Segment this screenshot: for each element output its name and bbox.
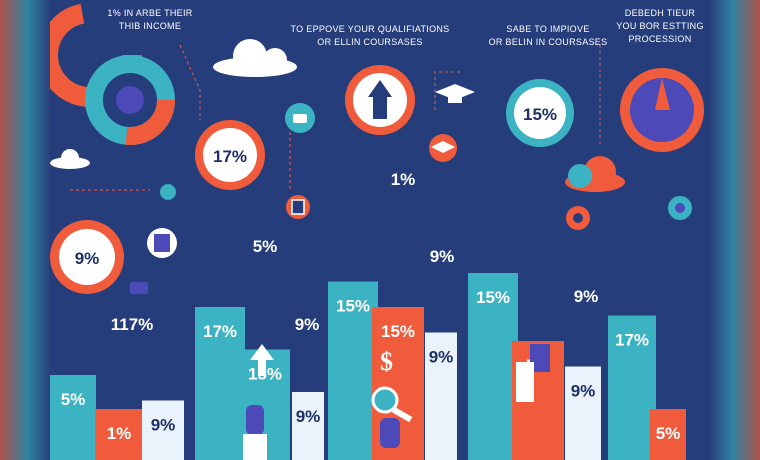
floating-label-3: 9% xyxy=(295,315,320,334)
bar-2 xyxy=(95,409,143,460)
floating-label-5: 9% xyxy=(430,247,455,266)
percent-circle-15 xyxy=(506,79,574,147)
dollar-sign-icon: $ xyxy=(380,347,393,376)
chef-hat-icon xyxy=(285,103,315,133)
coin-icon xyxy=(668,196,692,220)
heading-4-line-3: PROCESSION xyxy=(628,34,691,44)
clipboard-icon xyxy=(147,228,177,258)
bar-label-7: 15% xyxy=(336,297,370,316)
cloud-icon xyxy=(565,156,625,192)
circle-label-1: 17% xyxy=(213,147,247,166)
up-arrow-icon xyxy=(250,344,274,376)
circle-label-3: 15% xyxy=(523,105,557,124)
magnifier-icon xyxy=(371,386,413,423)
donut-chart-icon xyxy=(50,3,175,145)
floating-labels: 117% 5% 9% 1% 9% 9% xyxy=(111,170,599,334)
circle-labels: 17% 9% 15% xyxy=(75,105,557,268)
graduation-cap-icon xyxy=(429,134,457,162)
percent-circle-17 xyxy=(195,120,265,190)
heading-4-line-1: DEBEDH TIEUR xyxy=(625,8,696,18)
floating-label-2: 5% xyxy=(253,237,278,256)
bar-7 xyxy=(328,281,378,460)
hand-icon xyxy=(243,405,267,460)
bar-chart: 1% IN ARBE THEIR THIB INCOME TO EPPOVE YOU… xyxy=(50,3,704,460)
percent-circle-9 xyxy=(50,220,124,294)
floating-label-4: 1% xyxy=(391,170,416,189)
heading-3-line-1: SABE TO IMPIOVE xyxy=(506,24,589,34)
bar-6 xyxy=(292,392,324,460)
briefcase-icon xyxy=(130,282,148,294)
pie-clock-icon xyxy=(620,68,704,152)
cloud-small-icon xyxy=(160,184,176,200)
hand-icon xyxy=(380,418,400,448)
headings-group: 1% IN ARBE THEIR THIB INCOME TO EPPOVE YOU… xyxy=(107,8,703,47)
bar-label-8: 15% xyxy=(381,322,415,341)
left-blur-edge xyxy=(0,0,50,460)
bar-label-13: 17% xyxy=(615,331,649,350)
chart-panel: 1% IN ARBE THEIR THIB INCOME TO EPPOVE YOU… xyxy=(50,0,710,460)
target-icon xyxy=(566,206,590,230)
bar-label-2: 1% xyxy=(107,424,132,443)
circle-label-2: 9% xyxy=(75,249,100,268)
bar-label-10: 15% xyxy=(476,288,510,307)
bars-group: 5%1%9%17%15%9%15%15%9%15%5%9%17%5% xyxy=(50,273,686,460)
bar-label-4: 17% xyxy=(203,322,237,341)
heading-4-line-2: YOU BOR ESTTING xyxy=(616,21,704,31)
bar-10 xyxy=(468,273,518,460)
heading-2-line-1: TO EPPOVE YOUR QUALIFIATIONS xyxy=(291,24,450,34)
heading-3-line-2: OR BELIN IN COURSASES xyxy=(489,37,608,47)
graduation-cap-icon xyxy=(435,84,475,103)
plant-icon xyxy=(50,400,74,460)
cloud-icon xyxy=(50,149,90,169)
cloud-icon xyxy=(213,39,297,77)
svg-text:$: $ xyxy=(380,347,393,376)
bar-12 xyxy=(565,366,601,460)
bar-label-3: 9% xyxy=(151,416,176,435)
bar-label-6: 9% xyxy=(296,407,321,426)
document-stack-icon xyxy=(516,344,550,402)
heading-1-line-2: THIB INCOME xyxy=(119,21,181,31)
bar-3 xyxy=(142,400,184,460)
heading-1-line-1: 1% IN ARBE THEIR xyxy=(107,8,192,18)
bar-14 xyxy=(650,409,686,460)
heading-2-line-2: OR ELLIN COURSASES xyxy=(317,37,422,47)
upload-circle-icon xyxy=(345,65,415,135)
floating-label-6: 9% xyxy=(574,287,599,306)
document-icon xyxy=(286,195,310,219)
bar-9 xyxy=(425,332,457,460)
bar-13 xyxy=(608,315,656,460)
floating-label-1: 117% xyxy=(111,315,154,334)
bar-label-14: 5% xyxy=(656,424,681,443)
bar-label-1: 5% xyxy=(61,390,86,409)
bar-4 xyxy=(195,307,245,460)
right-blur-edge xyxy=(710,0,760,460)
bar-label-9: 9% xyxy=(429,348,454,367)
bar-label-12: 9% xyxy=(571,382,596,401)
